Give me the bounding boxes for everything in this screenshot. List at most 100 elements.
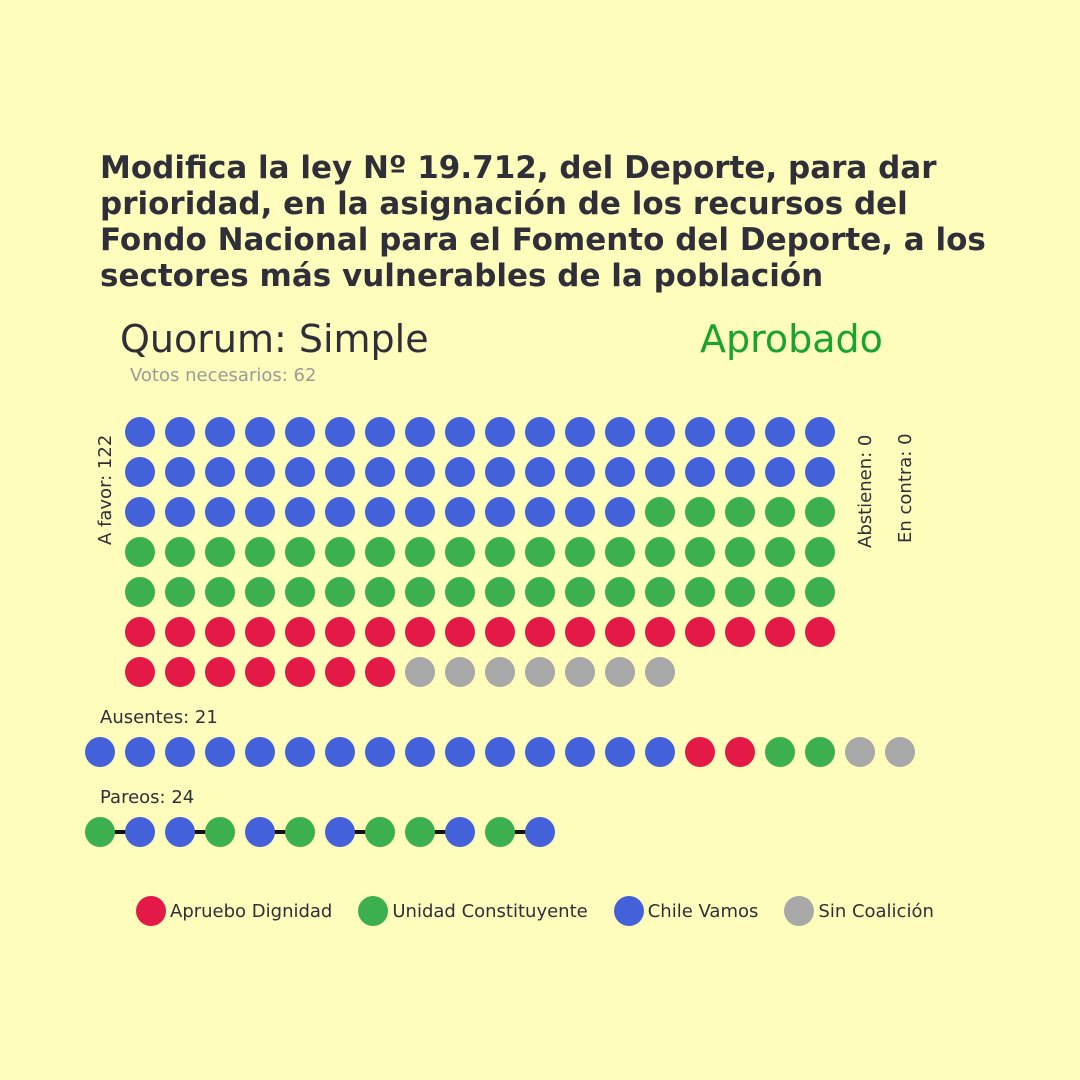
- ausentes-dots: [85, 737, 915, 767]
- a-favor-dot-unidad-constituyente: [685, 577, 715, 607]
- pareo-dot-chile-vamos: [525, 817, 555, 847]
- a-favor-dot-unidad-constituyente: [485, 537, 515, 567]
- pareo-dot-chile-vamos: [445, 817, 475, 847]
- a-favor-dot-unidad-constituyente: [525, 537, 555, 567]
- a-favor-dot-chile-vamos: [325, 417, 355, 447]
- a-favor-dot-unidad-constituyente: [725, 497, 755, 527]
- result-label: Aprobado: [700, 317, 883, 361]
- a-favor-dot-chile-vamos: [605, 497, 635, 527]
- ausente-dot-chile-vamos: [525, 737, 555, 767]
- a-favor-dot-apruebo-dignidad: [165, 657, 195, 687]
- a-favor-dot-chile-vamos: [125, 417, 155, 447]
- pareo-dot-unidad-constituyente: [205, 817, 235, 847]
- a-favor-dot-apruebo-dignidad: [725, 617, 755, 647]
- a-favor-dot-unidad-constituyente: [565, 577, 595, 607]
- a-favor-dot-apruebo-dignidad: [165, 617, 195, 647]
- pareos-dots: [85, 817, 555, 847]
- a-favor-dot-sin-coalicion: [485, 657, 515, 687]
- a-favor-dot-unidad-constituyente: [325, 537, 355, 567]
- a-favor-dot-chile-vamos: [325, 457, 355, 487]
- a-favor-dot-unidad-constituyente: [445, 577, 475, 607]
- a-favor-dot-chile-vamos: [605, 457, 635, 487]
- abstienen-label: Abstienen: 0: [855, 435, 876, 548]
- ausente-dot-chile-vamos: [445, 737, 475, 767]
- a-favor-dot-apruebo-dignidad: [765, 617, 795, 647]
- legend-swatch: [358, 896, 389, 926]
- a-favor-dot-apruebo-dignidad: [685, 617, 715, 647]
- legend-label: Chile Vamos: [647, 900, 759, 922]
- a-favor-dot-unidad-constituyente: [645, 577, 675, 607]
- a-favor-dot-unidad-constituyente: [405, 537, 435, 567]
- legend-item-sin-coalicion: Sin Coalición: [784, 896, 934, 926]
- pareo-dot-chile-vamos: [165, 817, 195, 847]
- a-favor-dot-sin-coalicion: [445, 657, 475, 687]
- a-favor-dot-sin-coalicion: [565, 657, 595, 687]
- a-favor-dot-unidad-constituyente: [205, 537, 235, 567]
- a-favor-dot-chile-vamos: [125, 457, 155, 487]
- quorum-label: Quorum: Simple: [120, 317, 429, 361]
- a-favor-dot-apruebo-dignidad: [365, 617, 395, 647]
- a-favor-dot-unidad-constituyente: [125, 577, 155, 607]
- a-favor-dot-unidad-constituyente: [605, 577, 635, 607]
- a-favor-dot-chile-vamos: [245, 457, 275, 487]
- a-favor-dot-chile-vamos: [765, 457, 795, 487]
- a-favor-dot-chile-vamos: [165, 497, 195, 527]
- a-favor-dot-apruebo-dignidad: [445, 617, 475, 647]
- a-favor-dot-apruebo-dignidad: [245, 657, 275, 687]
- ausente-dot-chile-vamos: [325, 737, 355, 767]
- a-favor-dot-unidad-constituyente: [245, 537, 275, 567]
- a-favor-dot-chile-vamos: [565, 497, 595, 527]
- pareo-dot-unidad-constituyente: [485, 817, 515, 847]
- a-favor-dot-chile-vamos: [165, 417, 195, 447]
- a-favor-dot-sin-coalicion: [645, 657, 675, 687]
- a-favor-dot-chile-vamos: [205, 417, 235, 447]
- ausente-dot-unidad-constituyente: [765, 737, 795, 767]
- a-favor-dot-unidad-constituyente: [285, 537, 315, 567]
- ausente-dot-chile-vamos: [405, 737, 435, 767]
- a-favor-dot-apruebo-dignidad: [325, 657, 355, 687]
- legend-item-unidad-constituyente: Unidad Constituyente: [358, 896, 588, 926]
- ausentes-label: Ausentes: 21: [100, 707, 218, 728]
- legend-swatch: [784, 896, 815, 926]
- a-favor-dot-apruebo-dignidad: [485, 617, 515, 647]
- pareos-label: Pareos: 24: [100, 787, 195, 808]
- a-favor-dot-chile-vamos: [725, 457, 755, 487]
- a-favor-dot-chile-vamos: [765, 417, 795, 447]
- a-favor-label: A favor: 122: [95, 435, 116, 545]
- legend-swatch: [613, 896, 644, 926]
- legend: Apruebo Dignidad Unidad Constituyente Ch…: [136, 896, 960, 926]
- a-favor-dot-apruebo-dignidad: [405, 617, 435, 647]
- ausente-dot-unidad-constituyente: [805, 737, 835, 767]
- pareo-dot-chile-vamos: [245, 817, 275, 847]
- pareo-dot-unidad-constituyente: [285, 817, 315, 847]
- bill-title: Modifica la ley Nº 19.712, del Deporte, …: [100, 150, 986, 294]
- a-favor-dot-chile-vamos: [445, 457, 475, 487]
- ausente-dot-chile-vamos: [365, 737, 395, 767]
- ausente-dot-chile-vamos: [605, 737, 635, 767]
- a-favor-dot-apruebo-dignidad: [125, 657, 155, 687]
- a-favor-dot-chile-vamos: [245, 417, 275, 447]
- a-favor-dot-sin-coalicion: [405, 657, 435, 687]
- a-favor-dot-unidad-constituyente: [765, 497, 795, 527]
- a-favor-dot-chile-vamos: [365, 497, 395, 527]
- a-favor-dot-apruebo-dignidad: [365, 657, 395, 687]
- a-favor-dot-chile-vamos: [405, 417, 435, 447]
- a-favor-dot-chile-vamos: [445, 417, 475, 447]
- a-favor-dot-unidad-constituyente: [765, 537, 795, 567]
- en-contra-label: En contra: 0: [895, 433, 916, 543]
- a-favor-dot-chile-vamos: [525, 497, 555, 527]
- a-favor-dot-chile-vamos: [285, 417, 315, 447]
- ausente-dot-chile-vamos: [125, 737, 155, 767]
- a-favor-dot-chile-vamos: [365, 457, 395, 487]
- pareo-dot-unidad-constituyente: [85, 817, 115, 847]
- a-favor-dot-apruebo-dignidad: [205, 617, 235, 647]
- a-favor-dot-chile-vamos: [325, 497, 355, 527]
- a-favor-dot-unidad-constituyente: [605, 537, 635, 567]
- a-favor-dot-chile-vamos: [805, 417, 835, 447]
- a-favor-dot-apruebo-dignidad: [205, 657, 235, 687]
- a-favor-dot-chile-vamos: [485, 457, 515, 487]
- a-favor-dot-unidad-constituyente: [565, 537, 595, 567]
- a-favor-dot-chile-vamos: [525, 457, 555, 487]
- a-favor-dot-chile-vamos: [605, 417, 635, 447]
- pareo-dot-unidad-constituyente: [405, 817, 435, 847]
